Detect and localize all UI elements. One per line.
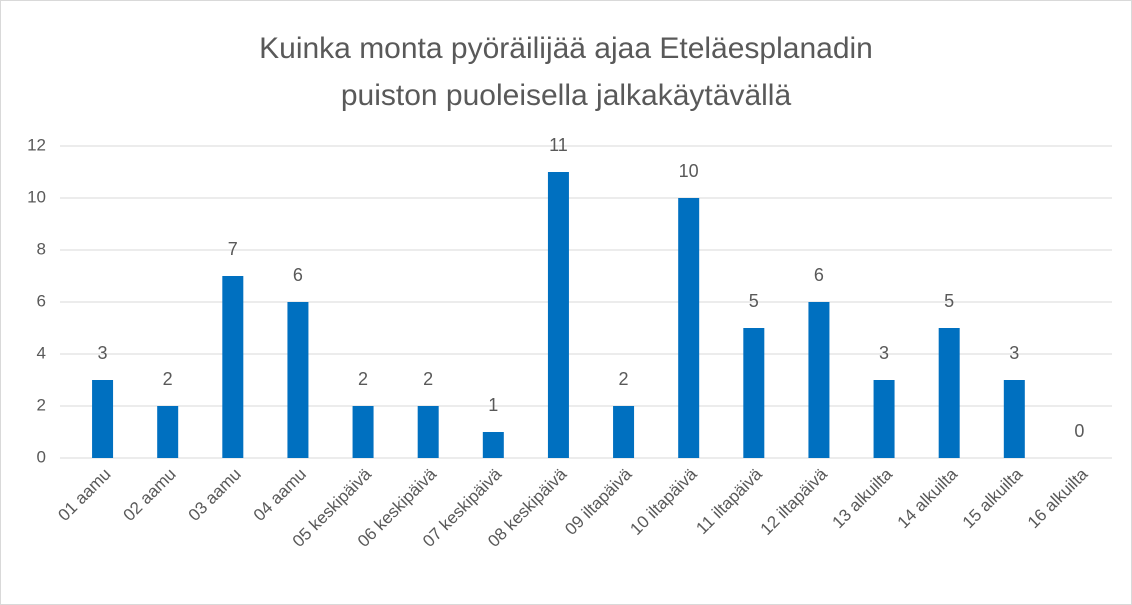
bar <box>613 406 635 458</box>
data-label: 2 <box>423 369 433 389</box>
data-label: 3 <box>1009 343 1019 363</box>
y-tick-label: 10 <box>27 187 46 206</box>
bar <box>938 328 960 458</box>
y-tick-label: 4 <box>37 343 46 362</box>
data-label: 2 <box>163 369 173 389</box>
y-tick-label: 12 <box>27 135 46 154</box>
bar <box>873 380 895 458</box>
bar <box>743 328 765 458</box>
y-tick-label: 0 <box>37 447 46 466</box>
data-label: 0 <box>1074 421 1084 441</box>
bar <box>1003 380 1025 458</box>
data-label: 2 <box>358 369 368 389</box>
bar <box>417 406 439 458</box>
data-label: 5 <box>749 291 759 311</box>
bar <box>92 380 114 458</box>
data-label: 3 <box>98 343 108 363</box>
bar <box>157 406 179 458</box>
bar <box>352 406 374 458</box>
bar <box>287 302 309 458</box>
data-label: 10 <box>679 161 699 181</box>
data-label: 6 <box>293 265 303 285</box>
y-tick-label: 8 <box>37 239 46 258</box>
y-tick-label: 2 <box>37 395 46 414</box>
data-label: 7 <box>228 239 238 259</box>
data-label: 11 <box>549 135 568 155</box>
data-label: 2 <box>619 369 629 389</box>
bar <box>547 172 569 458</box>
data-label: 1 <box>488 395 498 415</box>
bar <box>482 432 504 458</box>
data-label: 5 <box>944 291 954 311</box>
bar <box>678 198 700 458</box>
data-label: 6 <box>814 265 824 285</box>
chart-title: puiston puoleisella jalkakäytävällä <box>341 79 792 112</box>
data-label: 3 <box>879 343 889 363</box>
bar <box>222 276 244 458</box>
chart-title: Kuinka monta pyöräilijää ajaa Eteläespla… <box>259 32 873 65</box>
bar <box>808 302 830 458</box>
y-tick-label: 6 <box>37 291 46 310</box>
